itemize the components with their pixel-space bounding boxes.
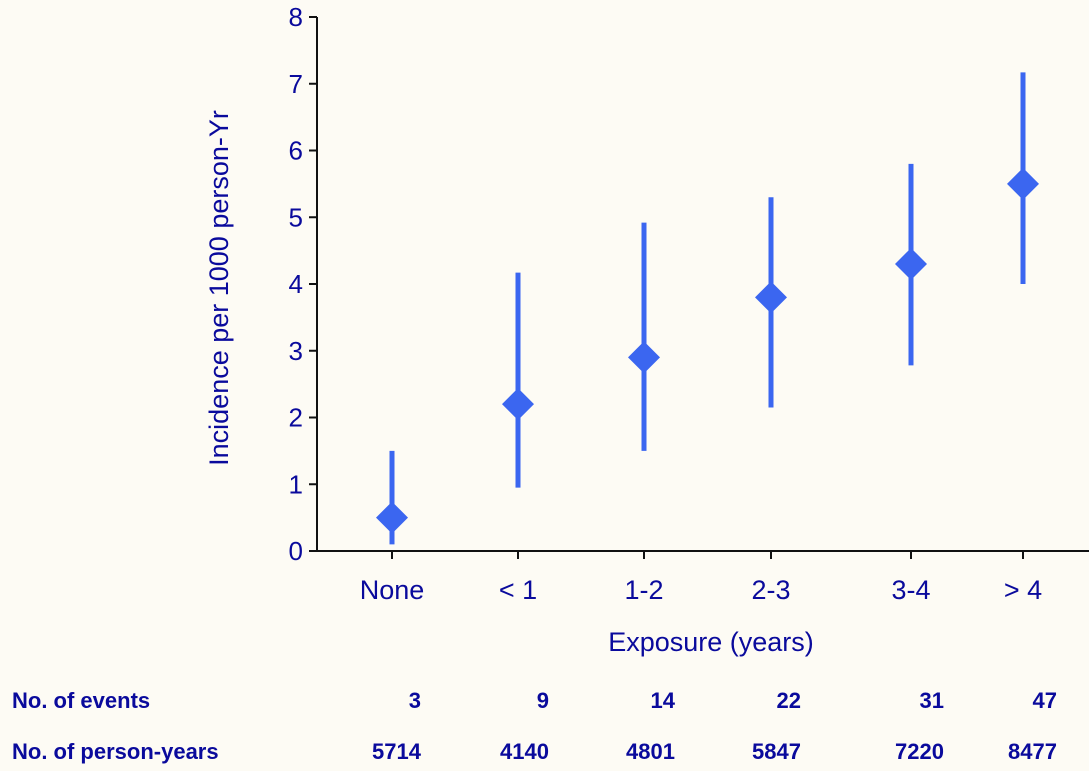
person-years-cell: 4140: [500, 739, 549, 764]
data-point-diamond: [755, 281, 787, 314]
events-cell: 3: [408, 688, 421, 713]
person-years-cell: 4801: [626, 739, 675, 764]
data-point-diamond: [895, 247, 927, 280]
x-axis: None < 1 1-2 2-3 3-4 > 4: [317, 550, 1089, 605]
x-tick-label: 1-2: [624, 575, 663, 605]
x-axis-label: Exposure (years): [608, 627, 814, 657]
person-years-cell: 5847: [752, 739, 801, 764]
events-cell: 14: [650, 688, 675, 713]
y-tick-label: 6: [289, 136, 303, 166]
data-point-diamond: [628, 341, 660, 374]
events-cell: 22: [776, 688, 801, 713]
events-cell: 47: [1032, 688, 1057, 713]
y-tick-label: 8: [289, 2, 303, 32]
data-point-diamond: [502, 388, 534, 421]
chart-plot: 0 1 2 3 4 5 6 7 8 None < 1 1-2 2-3 3-4 > 4 Incidence …: [204, 2, 1089, 657]
x-tick-label: > 4: [1004, 575, 1042, 605]
person-years-cell: 8477: [1008, 739, 1057, 764]
y-tick-label: 3: [289, 336, 303, 366]
x-tick-label: 2-3: [751, 575, 790, 605]
person-years-cell: 5714: [372, 739, 421, 764]
events-row: No. of events 3 9 14 22 31 47: [0, 688, 1089, 720]
events-row-label: No. of events: [12, 688, 151, 713]
person-years-cell: 7220: [895, 739, 944, 764]
person-years-row: No. of person-years 5714 4140 4801 5847 …: [0, 739, 1089, 771]
data-point-diamond: [376, 501, 408, 534]
x-tick-label: < 1: [499, 575, 537, 605]
data-marks: [376, 72, 1039, 545]
person-years-row-label: No. of person-years: [12, 739, 219, 764]
y-tick-label: 5: [289, 202, 303, 232]
y-tick-label: 0: [289, 536, 303, 566]
x-tick-label: 3-4: [891, 575, 930, 605]
y-axis-label: Incidence per 1000 person-Yr: [204, 110, 234, 466]
y-tick-label: 7: [289, 69, 303, 99]
y-tick-label: 1: [289, 469, 303, 499]
events-cell: 9: [536, 688, 549, 713]
y-tick-label: 2: [289, 403, 303, 433]
data-point-diamond: [1007, 167, 1039, 200]
y-tick-label: 4: [289, 269, 303, 299]
y-axis: 0 1 2 3 4 5 6 7 8: [289, 2, 318, 566]
events-cell: 31: [919, 688, 944, 713]
x-tick-label: None: [360, 575, 425, 605]
